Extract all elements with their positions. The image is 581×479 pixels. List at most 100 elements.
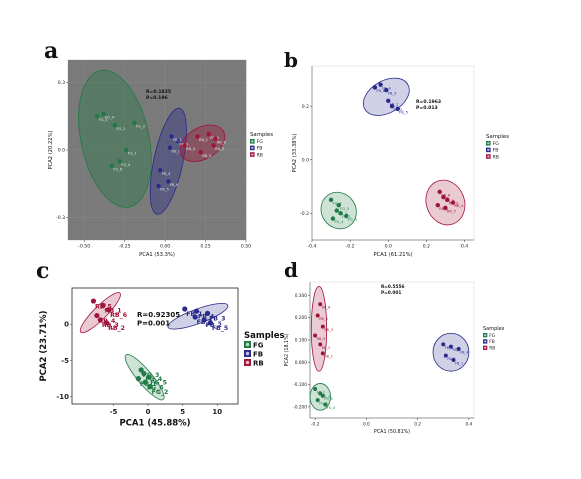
- legend-label: RB: [257, 152, 263, 158]
- data-point-rb: [315, 313, 320, 318]
- data-point-fb: [389, 103, 395, 109]
- data-point-rb: [100, 302, 106, 308]
- point-label: RB_3: [215, 147, 224, 151]
- point-label: FB_2: [447, 357, 455, 361]
- confidence-ellipse-fb: [363, 77, 410, 116]
- legend-label: FG: [489, 333, 495, 339]
- legend-title: Samples: [244, 331, 285, 341]
- legend-dot: [487, 155, 490, 158]
- data-point-fg: [94, 114, 100, 119]
- data-point-rb: [182, 143, 187, 148]
- x-tick-label: 5: [180, 408, 185, 416]
- data-point-fb: [193, 308, 200, 314]
- point-label: FG_4: [145, 376, 162, 383]
- data-point-fg: [142, 379, 148, 385]
- legend-label: FG: [257, 139, 264, 145]
- data-point-rb: [198, 150, 203, 155]
- data-point-fb: [443, 353, 448, 358]
- point-label: RB_2: [445, 199, 454, 203]
- point-label: FB_3: [209, 316, 225, 323]
- data-point-fb: [158, 168, 163, 173]
- x-tick-label: -0.25: [119, 244, 131, 250]
- data-point-rb: [318, 302, 323, 307]
- data-point-fg: [320, 393, 325, 398]
- point-label: FB_2: [206, 322, 222, 329]
- data-point-fb: [201, 317, 207, 323]
- legend-label: RB: [493, 154, 499, 160]
- legend-dot: [251, 146, 254, 150]
- point-label: RB_1: [199, 138, 208, 142]
- point-label: FG_5: [99, 118, 108, 122]
- x-tick-label: 0.25: [200, 244, 210, 250]
- confidence-ellipse-fg: [78, 69, 152, 208]
- legend-title: Samples: [486, 134, 509, 140]
- data-point-fg: [323, 402, 328, 407]
- point-label: FB_3: [388, 92, 397, 96]
- data-point-fg: [344, 213, 349, 219]
- legend-dot: [484, 334, 487, 337]
- data-point-rb: [206, 132, 211, 137]
- data-point-fb: [395, 106, 400, 112]
- x-tick-label: 0.4: [461, 244, 468, 250]
- point-label: FG_5: [150, 379, 167, 386]
- panel-letter-d: d: [284, 258, 298, 282]
- data-point-rb: [94, 312, 100, 319]
- legend-dot: [484, 346, 487, 349]
- point-label: FG_4: [327, 406, 335, 410]
- data-point-fg: [147, 384, 153, 390]
- x-tick-label: 0.0: [385, 244, 392, 250]
- legend-label: FB: [257, 146, 263, 152]
- data-point-rb: [213, 136, 218, 141]
- stat-annotation: P=0.196: [146, 95, 168, 101]
- data-point-fg: [132, 120, 137, 126]
- y-tick-label: -0.100: [293, 382, 307, 388]
- point-label: FG_5: [340, 207, 349, 211]
- confidence-ellipse-rb: [179, 124, 226, 162]
- data-point-rb: [445, 197, 450, 203]
- panel-a: FG_4FG_2FG_5FG_3FG_1FG_6FG_4FB_1FB_3FB_2…: [48, 59, 273, 258]
- point-label: FB_3: [452, 348, 460, 352]
- legend-label: FG: [253, 342, 264, 350]
- x-tick-label: -0.2: [346, 244, 355, 250]
- legend-label: FB: [493, 148, 499, 154]
- y-tick-label: -0.200: [293, 404, 307, 410]
- data-point-rb: [318, 342, 323, 347]
- point-label: FB_1: [171, 149, 180, 153]
- x-axis-label: PCA1 (50.81%): [374, 429, 410, 435]
- x-tick-label: 0.0: [363, 421, 370, 427]
- x-tick-label: 0.00: [160, 244, 170, 250]
- data-point-fb: [386, 98, 391, 104]
- x-axis-label: PCA1 (61.21%): [373, 252, 412, 258]
- point-label: FG_4: [334, 220, 344, 224]
- point-label: FB_1: [390, 102, 399, 106]
- point-label: RB_2: [108, 325, 125, 332]
- point-label: RB_1: [324, 355, 333, 359]
- point-label: FG_4: [121, 163, 131, 167]
- point-label: RB_3: [102, 322, 119, 329]
- data-point-fg: [338, 211, 343, 216]
- point-label: RB_6: [322, 306, 331, 310]
- x-tick-label: 0.2: [423, 244, 430, 250]
- data-point-fg: [313, 387, 318, 392]
- point-label: RB_6: [217, 140, 227, 144]
- data-point-fb: [384, 87, 389, 93]
- point-label: FG_3: [322, 395, 330, 399]
- point-label: FB_6: [170, 183, 179, 187]
- point-label: FG_1: [140, 381, 157, 388]
- data-point-rb: [103, 320, 110, 326]
- stat-annotation: R=0.1825: [146, 89, 171, 95]
- legend-label: FB: [253, 351, 263, 359]
- confidence-ellipse-rb: [310, 286, 328, 372]
- point-label: FB_4: [162, 172, 171, 176]
- data-point-fb: [207, 320, 213, 326]
- legend-dot: [487, 142, 490, 145]
- data-point-fg: [124, 147, 129, 153]
- y-tick-label: -0.2: [300, 211, 309, 217]
- data-point-rb: [450, 200, 456, 205]
- y-tick-label: 0.0: [302, 157, 309, 163]
- point-label: FG_6: [147, 384, 164, 391]
- panel-c: FG_3FG_4FG_1FG_5FG_6FG_2FB_1FB_4FB_3FB_6…: [39, 287, 285, 429]
- data-point-fb: [448, 344, 453, 349]
- data-point-fb: [169, 134, 174, 139]
